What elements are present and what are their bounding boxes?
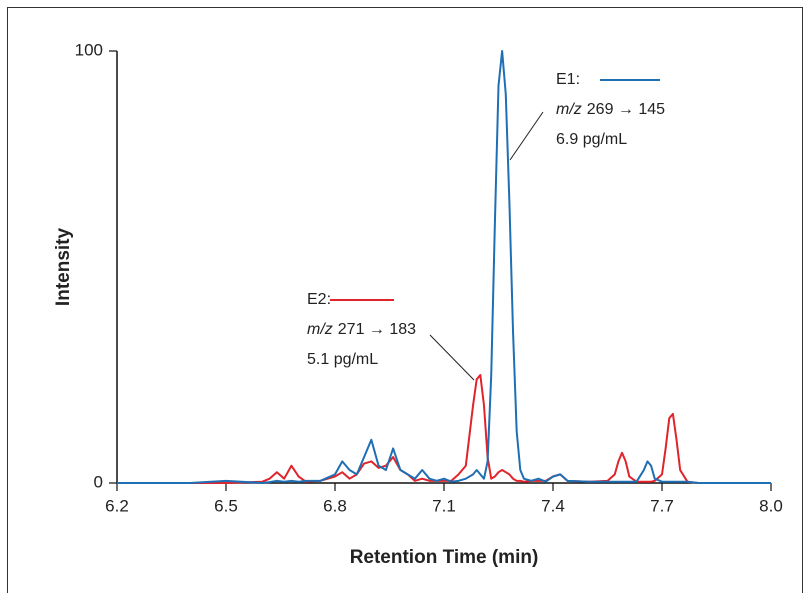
y-axis-title: Intensity [53,228,74,307]
legend-label: E2: [307,291,331,308]
x-tick-label: 7.1 [432,496,456,515]
annotation-conc: 5.1 pg/mL [307,351,378,368]
series-line [117,50,771,484]
y-tick-label: 100 [75,40,103,59]
x-tick-label: 8.0 [759,496,783,515]
legend-label: E1: [556,71,580,88]
x-tick-label: 7.4 [541,496,565,515]
x-tick-label: 7.7 [650,496,674,515]
frame [7,7,803,593]
leader-line [429,334,475,381]
annotation-mz: m/z [307,321,333,338]
annotation-conc: 6.9 pg/mL [556,131,627,148]
x-tick-label: 6.2 [105,496,129,515]
annotation-text: 269 → 145 [587,101,665,118]
annotation-text: 271 → 183 [338,321,416,338]
x-tick-label: 6.8 [323,496,347,515]
annotation-transition: m/z 271 → 183 [307,321,416,338]
annotation-transition: m/z 269 → 145 [556,101,665,118]
x-axis-title: Retention Time (min) [350,547,539,568]
series-line [117,374,771,484]
y-tick-label: 0 [94,472,103,491]
x-tick-label: 6.5 [214,496,238,515]
leader-line [509,111,544,161]
annotation-mz: m/z [556,101,582,118]
